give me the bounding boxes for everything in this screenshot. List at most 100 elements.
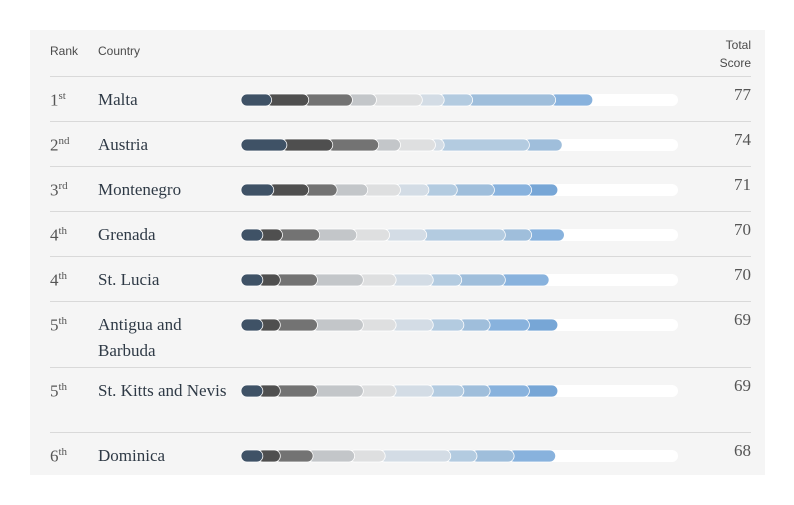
rank-number: 4 <box>50 225 59 245</box>
rank-cell: 5th <box>50 381 67 402</box>
score-bar-segment <box>240 228 264 242</box>
total-score-value: 77 <box>734 85 751 104</box>
rank-cell: 1st <box>50 90 66 111</box>
table-row: 5th St. Kitts and Nevis 69 <box>50 367 751 433</box>
country-name: Austria <box>98 135 149 154</box>
score-bar-segment <box>370 93 423 107</box>
score-bar-segment <box>240 318 264 332</box>
rank-number: 1 <box>50 90 59 110</box>
score-bar <box>240 138 678 152</box>
table-row: 1st Malta 77 <box>50 76 751 122</box>
country-name: Montenegro <box>98 180 182 199</box>
score-bar <box>240 183 678 197</box>
rank-number: 2 <box>50 135 59 155</box>
score-bar-segment <box>276 228 321 242</box>
country-name: St. Lucia <box>98 270 160 289</box>
score-bar-segment <box>240 384 264 398</box>
score-bar-segment <box>549 93 594 107</box>
total-score-value: 74 <box>734 130 751 149</box>
score-bar-segment <box>507 449 557 463</box>
score-bar-segment <box>389 384 434 398</box>
score-bar-segment <box>326 138 380 152</box>
rank-cell: 4th <box>50 270 67 291</box>
country-name: Malta <box>98 90 138 109</box>
score-bar-segment <box>273 318 318 332</box>
score-bar-segment <box>450 183 495 197</box>
country-name: Antigua and Barbuda <box>98 315 182 360</box>
total-score-header-line1: Total <box>725 38 751 52</box>
country-name: Dominica <box>98 446 166 465</box>
score-bar-segment <box>389 318 434 332</box>
score-bar-segment <box>240 273 264 287</box>
score-bar-segment <box>488 183 533 197</box>
country-name: Grenada <box>98 225 156 244</box>
score-bar-segment <box>311 318 364 332</box>
rank-cell: 6th <box>50 446 67 467</box>
rank-number: 6 <box>50 446 59 466</box>
score-bar <box>240 449 678 463</box>
score-bar-segment <box>437 138 530 152</box>
rank-cell: 4th <box>50 225 67 246</box>
score-bar-segment <box>302 93 353 107</box>
rank-cell: 2nd <box>50 135 70 156</box>
table-row: 4th St. Lucia 70 <box>50 256 751 302</box>
total-score-value: 71 <box>734 175 751 194</box>
total-score-value: 69 <box>734 310 751 329</box>
total-score-value: 70 <box>734 220 751 239</box>
rank-suffix: th <box>58 225 68 237</box>
rank-suffix: th <box>58 270 68 282</box>
rank-cell: 5th <box>50 315 67 336</box>
score-bar-segment <box>240 93 272 107</box>
rank-number: 5 <box>50 315 59 335</box>
score-bar-segment <box>378 449 452 463</box>
total-score-header-line2: Score <box>719 56 751 70</box>
total-score-value: 68 <box>734 441 751 460</box>
score-bar-segment <box>273 273 318 287</box>
score-bar-segment <box>311 273 364 287</box>
score-bar-segment <box>313 228 358 242</box>
total-score-column-header: Total Score <box>691 36 751 72</box>
table-row: 5th Antigua and Barbuda 69 <box>50 301 751 368</box>
score-bar-segment <box>483 384 530 398</box>
rank-number: 5 <box>50 381 59 401</box>
score-bar-segment <box>240 183 275 197</box>
country-name: St. Kitts and Nevis <box>98 381 227 400</box>
table-row: 4th Grenada 70 <box>50 211 751 257</box>
score-bar <box>240 318 678 332</box>
score-bar <box>240 93 678 107</box>
score-bar-segment <box>306 449 356 463</box>
rank-suffix: rd <box>58 180 68 192</box>
rank-suffix: nd <box>58 135 70 147</box>
rank-number: 4 <box>50 270 59 290</box>
rank-suffix: st <box>58 90 66 102</box>
score-bar-segment <box>240 449 264 463</box>
score-bar-segment <box>311 384 364 398</box>
score-bar <box>240 273 678 287</box>
total-score-value: 69 <box>734 376 751 395</box>
score-bar <box>240 228 678 242</box>
score-bar-segment <box>455 273 506 287</box>
score-bar-segment <box>280 138 334 152</box>
score-bar-segment <box>383 228 428 242</box>
country-column-header: Country <box>98 44 141 58</box>
score-bar-segment <box>265 93 310 107</box>
ranking-table: Rank Country Total Score 1st Malta 77 2nd Au… <box>30 30 765 475</box>
rank-column-header: Rank <box>50 44 79 58</box>
rank-cell: 3rd <box>50 180 68 201</box>
rank-suffix: th <box>58 446 68 458</box>
score-bar-segment <box>240 138 288 152</box>
rank-suffix: th <box>58 315 68 327</box>
rank-suffix: th <box>58 381 68 393</box>
score-bar-segment <box>483 318 530 332</box>
score-bar-segment <box>466 93 557 107</box>
table-row: 6th Dominica 68 <box>50 432 751 476</box>
score-bar <box>240 384 678 398</box>
score-bar-segment <box>420 228 506 242</box>
table-row: 2nd Austria 74 <box>50 121 751 167</box>
total-score-value: 70 <box>734 265 751 284</box>
score-bar-segment <box>273 384 318 398</box>
table-row: 3rd Montenegro 71 <box>50 166 751 212</box>
score-bar-segment <box>389 273 434 287</box>
score-bar-segment <box>498 273 550 287</box>
score-bar-segment <box>470 449 515 463</box>
